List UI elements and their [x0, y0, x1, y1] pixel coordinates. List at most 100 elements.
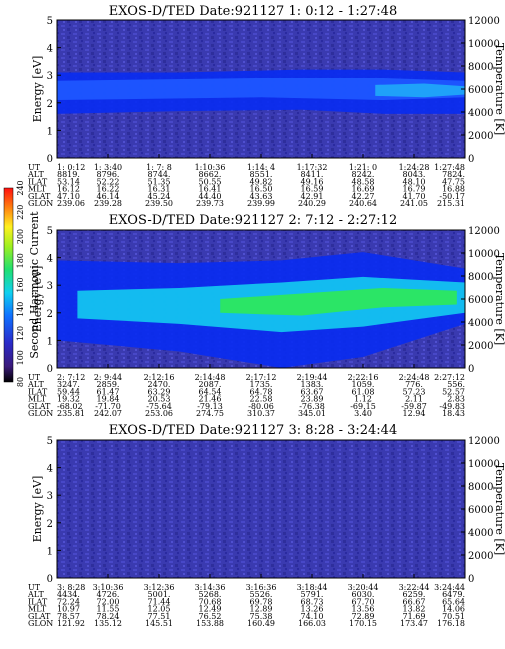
y2-axis-label: Temperature [K] [493, 463, 505, 555]
ephemeris-value: 20.53 [148, 395, 171, 404]
ephemeris-value: 64.54 [199, 387, 222, 396]
ephemeris-value: 42.27 [352, 192, 375, 201]
y2-axis-label: Temperature [K] [493, 43, 505, 135]
ephemeris-value: 8411. [301, 170, 324, 179]
y-tick-label: 4 [47, 44, 53, 55]
ephemeris-value: 235.81 [57, 409, 85, 418]
ephemeris-row-label: ILAT [28, 177, 48, 186]
ephemeris-value: 1:17:32 [297, 163, 328, 172]
ephemeris-value: 1383. [301, 380, 324, 389]
ephemeris-value: 3247. [57, 380, 80, 389]
ephemeris-value: 2:24:48 [399, 373, 430, 382]
ephemeris-value: 11.55 [97, 605, 120, 614]
ephemeris-value: 13.56 [352, 605, 375, 614]
ephemeris-row-label: GLON [28, 409, 53, 418]
ephemeris-value: 52.22 [97, 177, 120, 186]
ephemeris-value: 12.49 [199, 605, 222, 614]
ephemeris-value: 8662. [199, 170, 222, 179]
ephemeris-value: 14.06 [442, 605, 465, 614]
ephemeris-value: 16.59 [301, 185, 324, 194]
ephemeris-value: 16.88 [442, 185, 465, 194]
ephemeris-value: 2470. [148, 380, 171, 389]
colorbar-tick-label: 200 [16, 229, 25, 244]
y2-tick-label: 10000 [468, 249, 500, 260]
ephemeris-row-label: ILAT [28, 597, 48, 606]
ephemeris-value: 1735. [250, 380, 273, 389]
ephemeris-value: 3:12:36 [144, 583, 175, 592]
colorbar-tick-label: 100 [16, 350, 25, 365]
y-tick-label: 1 [47, 126, 53, 137]
ephemeris-value: 70.68 [199, 597, 222, 606]
ephemeris-value: 68.73 [301, 597, 324, 606]
colorbar-label: Second Harmonic Current [28, 211, 41, 359]
y-axis-label: Energy [eV] [31, 56, 44, 123]
ephemeris-value: 1:27:48 [434, 163, 465, 172]
ephemeris-value: 16.41 [199, 185, 222, 194]
colorbar-scale [3, 187, 14, 383]
ephemeris-value: 18.43 [442, 409, 465, 418]
ephemeris-value: 173.47 [400, 619, 428, 628]
y2-tick-label: 4000 [468, 528, 493, 539]
ephemeris-row-label: GLON [28, 199, 53, 208]
y2-tick-label: 8000 [468, 62, 493, 73]
ephemeris-value: 8242. [352, 170, 375, 179]
ephemeris-value: 4434. [57, 590, 80, 599]
ephemeris-value: 41.70 [403, 192, 426, 201]
ephemeris-value: 19.32 [57, 395, 80, 404]
ephemeris-value: 47.10 [57, 192, 80, 201]
ephemeris-value: -75.64 [146, 402, 172, 411]
y2-tick-label: 4000 [468, 108, 493, 119]
ephemeris-value: 3:16:36 [246, 583, 277, 592]
ephemeris-value: 239.06 [57, 199, 85, 208]
colorbar-tick-label: 160 [16, 277, 25, 292]
colorbar-tick-label: 240 [16, 180, 25, 195]
colorbar-tick-label: 140 [16, 302, 25, 317]
ephemeris-row-label: ALT [27, 590, 44, 599]
ephemeris-value: -69.15 [350, 402, 376, 411]
y2-tick-label: 10000 [468, 39, 500, 50]
ephemeris-value: 176.18 [437, 619, 465, 628]
ephemeris-value: 16.12 [57, 185, 80, 194]
ephemeris-value: 345.01 [298, 409, 326, 418]
ephemeris-value: 776. [405, 380, 423, 389]
y-tick-label: 4 [47, 254, 53, 265]
y-tick-label: 5 [47, 226, 53, 237]
ephemeris-value: 75.38 [250, 612, 273, 621]
ephemeris-value: 45.24 [148, 192, 171, 201]
panel-2: EXOS-D/TED Date:921127 2: 7:12 - 2:27:12… [27, 213, 505, 418]
spectral-band [375, 83, 465, 98]
colorbar-tick-label: 80 [16, 377, 25, 387]
ephemeris-value: 2: 9:44 [94, 373, 122, 382]
y-tick-label: 0 [47, 154, 53, 165]
ephemeris-value: 52.57 [442, 387, 465, 396]
panel-title: EXOS-D/TED Date:921127 2: 7:12 - 2:27:12 [109, 213, 397, 228]
ephemeris-value: 3:14:36 [195, 583, 226, 592]
ephemeris-value: 5526. [250, 590, 273, 599]
ephemeris-value: 239.28 [94, 199, 122, 208]
ephemeris-value: 1.12 [354, 395, 372, 404]
y-axis-label: Energy [eV] [31, 266, 44, 333]
ephemeris-value: 253.06 [145, 409, 173, 418]
ephemeris-value: 170.15 [349, 619, 377, 628]
ephemeris-value: 47.75 [442, 177, 465, 186]
ephemeris-value: 8744. [148, 170, 171, 179]
ephemeris-value: -71.70 [95, 402, 121, 411]
ephemeris-value: 1:10:36 [195, 163, 226, 172]
ephemeris-value: 42.91 [301, 192, 324, 201]
ephemeris-value: 77.51 [148, 612, 171, 621]
ephemeris-value: 2:19:44 [297, 373, 328, 382]
ephemeris-value: 1: 0:12 [57, 163, 85, 172]
ephemeris-value: 53.14 [57, 177, 80, 186]
panel-title: EXOS-D/TED Date:921127 1: 0:12 - 1:27:48 [109, 4, 397, 19]
ephemeris-value: 242.07 [94, 409, 122, 418]
ephemeris-value: 72.89 [352, 612, 375, 621]
ephemeris-value: 5001. [148, 590, 171, 599]
spectral-band [57, 77, 465, 101]
y2-tick-label: 2000 [468, 131, 493, 142]
ephemeris-value: 16.31 [148, 185, 171, 194]
ephemeris-value: 5791. [301, 590, 324, 599]
y-axis-label: Energy [eV] [31, 476, 44, 543]
ephemeris-value: 7824. [442, 170, 465, 179]
colorbar-tick-label: 120 [16, 326, 25, 341]
y2-tick-label: 8000 [468, 482, 493, 493]
